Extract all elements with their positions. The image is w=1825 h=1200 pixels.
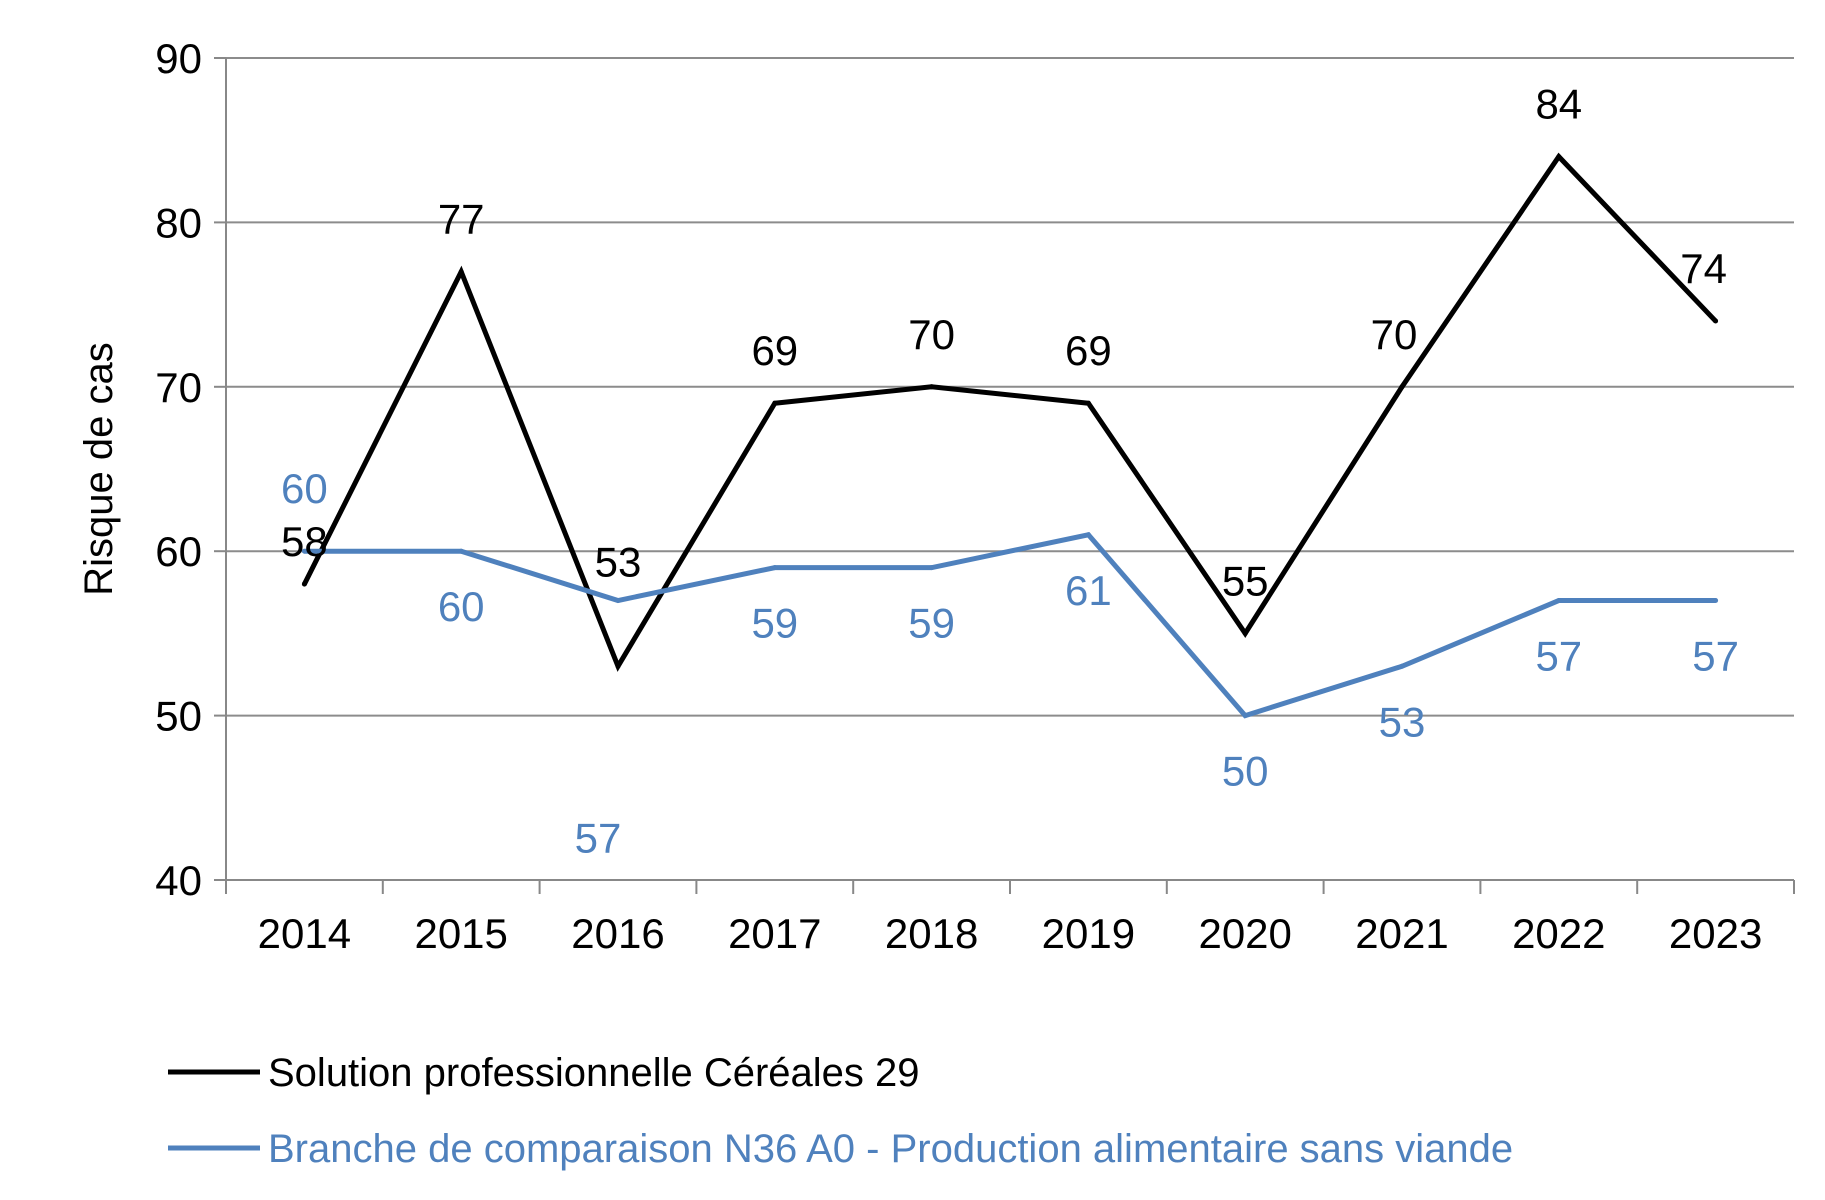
data-label-series-1: 84 xyxy=(1535,81,1582,128)
x-tick-label: 2017 xyxy=(728,910,821,957)
y-tick-label: 60 xyxy=(155,528,202,575)
data-point xyxy=(1242,630,1248,636)
data-label-series-1: 70 xyxy=(1371,311,1418,358)
data-label-series-2: 59 xyxy=(908,600,955,647)
data-point xyxy=(301,581,307,587)
series-line-1 xyxy=(302,152,1718,672)
x-tick-label: 2020 xyxy=(1198,910,1291,957)
data-point xyxy=(1713,318,1719,324)
x-tick-label: 2014 xyxy=(258,910,351,957)
x-tick-labels: 2014 2015 2016 2017 2018 2019 2020 2021 2022 2023 xyxy=(258,910,1763,957)
data-point xyxy=(1556,598,1562,604)
data-point xyxy=(1399,384,1405,390)
data-label-series-2: 61 xyxy=(1065,567,1112,614)
data-point xyxy=(301,548,307,554)
data-label-series-2: 50 xyxy=(1222,748,1269,795)
data-point xyxy=(772,400,778,406)
data-label-series-2: 53 xyxy=(1379,698,1426,745)
data-label-series-2: 57 xyxy=(1535,633,1582,680)
data-point xyxy=(1085,400,1091,406)
data-point xyxy=(1713,598,1719,604)
data-point xyxy=(929,565,935,571)
y-tick-labels: 40 50 60 70 80 90 xyxy=(155,35,202,904)
series-lines xyxy=(301,152,1719,719)
data-label-series-2: 60 xyxy=(438,583,485,630)
data-point xyxy=(1242,713,1248,719)
data-label-series-1: 69 xyxy=(751,327,798,374)
legend-label: Solution professionnelle Céréales 29 xyxy=(268,1051,920,1095)
x-tick-label: 2022 xyxy=(1512,910,1605,957)
data-point xyxy=(1399,663,1405,669)
data-point xyxy=(458,269,464,275)
axes xyxy=(214,57,1795,894)
y-axis-title: Risque de cas xyxy=(77,342,121,595)
data-point xyxy=(615,663,621,669)
x-tick-label: 2023 xyxy=(1669,910,1762,957)
x-tick-label: 2021 xyxy=(1355,910,1448,957)
data-label-series-2: 59 xyxy=(751,600,798,647)
data-label-series-2: 60 xyxy=(281,465,328,512)
data-point xyxy=(1085,532,1091,538)
data-label-series-1: 69 xyxy=(1065,327,1112,374)
data-label-series-1: 58 xyxy=(281,518,328,565)
x-tick-label: 2015 xyxy=(414,910,507,957)
data-label-series-1: 55 xyxy=(1222,557,1269,604)
x-tick-label: 2018 xyxy=(885,910,978,957)
data-label-series-1: 53 xyxy=(595,538,642,585)
y-tick-label: 80 xyxy=(155,199,202,246)
data-point xyxy=(1556,154,1562,160)
y-tick-label: 50 xyxy=(155,693,202,740)
legend-label: Branche de comparaison N36 A0 - Producti… xyxy=(268,1127,1513,1171)
legend: Solution professionnelle Céréales 29 Bran… xyxy=(168,1051,1513,1171)
data-labels: 58 77 53 69 70 69 55 70 84 74 60 60 57 59 59 61 50 53 57 57 xyxy=(281,81,1739,862)
data-point xyxy=(772,565,778,571)
data-point xyxy=(458,548,464,554)
y-tick-label: 70 xyxy=(155,364,202,411)
y-tick-label: 40 xyxy=(155,857,202,904)
grid-lines xyxy=(226,57,1794,717)
x-tick-label: 2019 xyxy=(1042,910,1135,957)
x-tick-label: 2016 xyxy=(571,910,664,957)
data-label-series-1: 77 xyxy=(438,196,485,243)
data-point xyxy=(929,384,935,390)
data-label-series-1: 70 xyxy=(908,311,955,358)
data-label-series-2: 57 xyxy=(575,815,622,862)
series-line-2 xyxy=(304,532,1716,719)
data-point xyxy=(615,598,621,604)
data-label-series-2: 57 xyxy=(1692,633,1739,680)
y-tick-label: 90 xyxy=(155,35,202,82)
data-label-series-1: 74 xyxy=(1680,245,1727,292)
